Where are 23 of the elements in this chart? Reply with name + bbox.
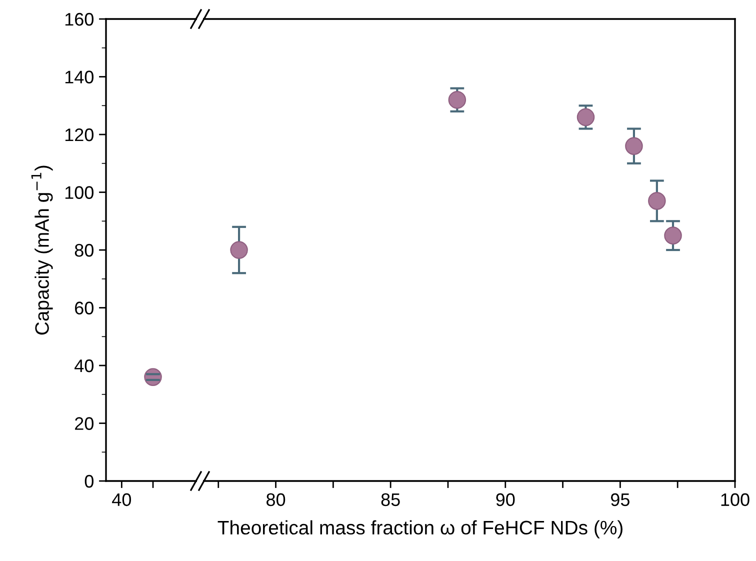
y-tick-label: 100 (65, 186, 94, 199)
y-tick-label: 160 (65, 12, 94, 26)
point (664, 226, 682, 244)
point (625, 137, 643, 155)
x-tick-label: 90 (496, 493, 515, 506)
x-tick-label: 95 (611, 493, 630, 506)
point (230, 241, 248, 259)
y-tick-label: 40 (74, 359, 94, 372)
x-tick-label: 40 (112, 493, 132, 506)
point (648, 192, 666, 210)
y-tick-label: 140 (65, 70, 94, 84)
x-axis-title: Theoretical mass fraction ω of FeHCF NDs (%) (218, 520, 622, 538)
x-tick-label: 80 (266, 493, 286, 506)
y-tick-label: 20 (75, 417, 94, 430)
point (576, 108, 595, 126)
y-tick-label: 80 (74, 244, 94, 257)
x-tick-label: 100 (721, 493, 750, 506)
y-axis-title: Capacity (mAh g$^{−1}$) (31, 166, 53, 335)
point (448, 90, 466, 109)
y-tick-label: 120 (65, 128, 94, 142)
y-tick-label: 60 (75, 302, 94, 314)
x-tick-label: 85 (381, 493, 400, 506)
y-tick-label: 0 (84, 474, 94, 488)
